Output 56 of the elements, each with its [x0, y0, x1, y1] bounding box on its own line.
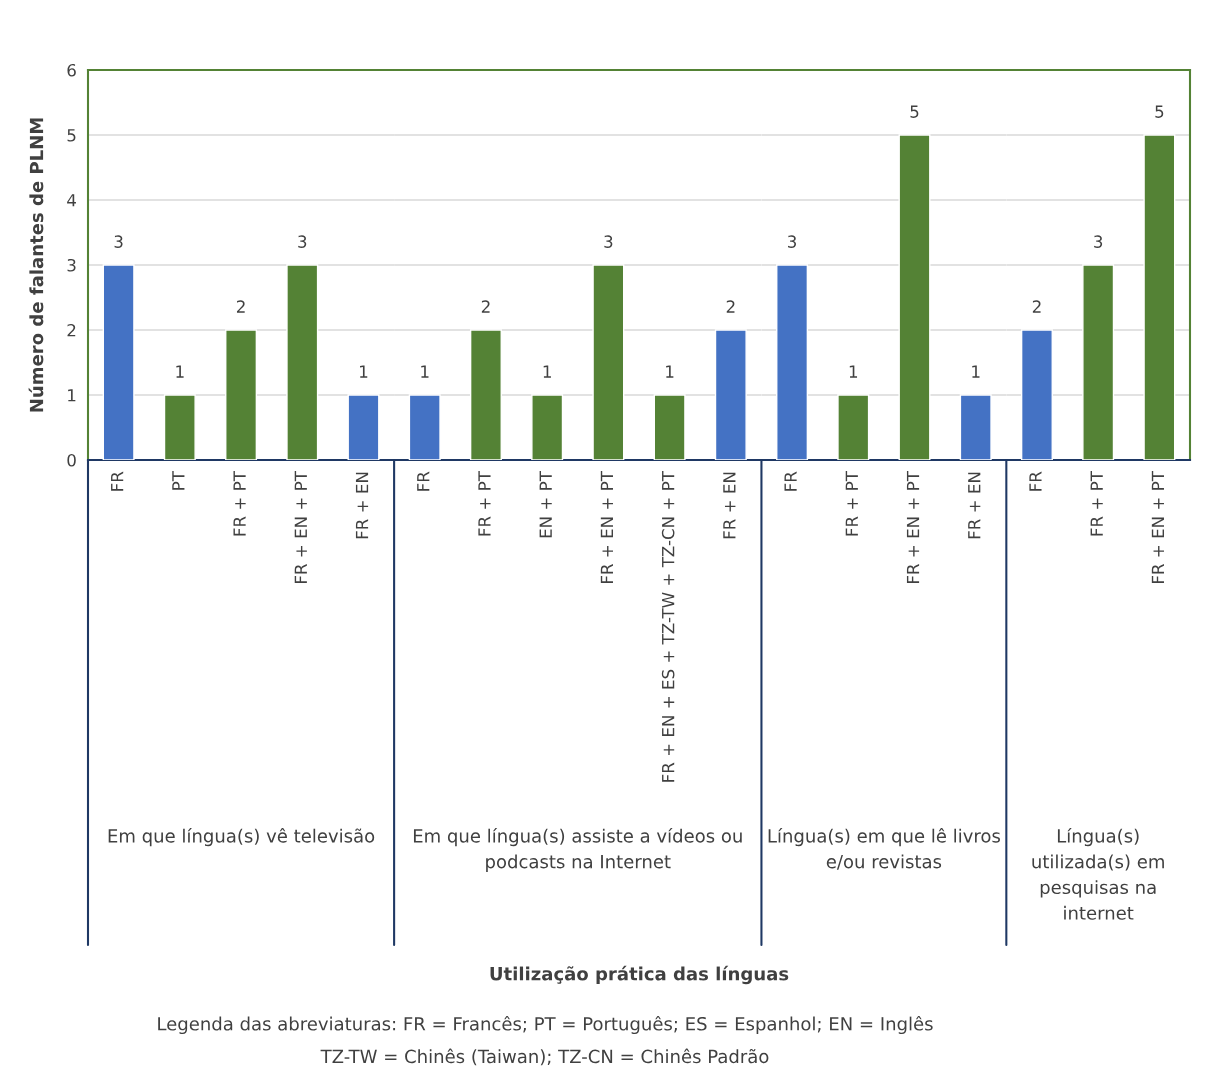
x-tick-label: FR + EN + PT [1151, 471, 1164, 583]
x-tick-label: FR + PT [845, 471, 858, 536]
data-label: 1 [176, 365, 184, 378]
x-axis-title: Em que língua(s) assiste a vídeos ou podcasts na Internet [413, 828, 742, 872]
x-tick-label: FR + PT [478, 471, 491, 536]
x-tick-label: FR + EN [355, 472, 369, 539]
text: TZ-TW = Chinês (Taiwan); TZ-CN = Chinês Padrão [320, 1048, 769, 1066]
data-label: 1 [972, 365, 980, 378]
x-axis-title: Língua(s) em que lê livros e/ou revistas [768, 828, 1000, 870]
data-label: 3 [604, 235, 613, 248]
x-tick-label: FR [1029, 471, 1042, 491]
x-tick-label: FR + EN [968, 472, 981, 539]
y-tick-label: 2 [67, 323, 76, 337]
data-label: 3 [1094, 235, 1103, 248]
y-tick-label: 0 [67, 453, 76, 467]
x-tick-label: PT [172, 471, 185, 490]
y-tick-label: 5 [67, 129, 76, 142]
data-label: 3 [114, 235, 123, 248]
x-tick-label: FR + EN [723, 472, 736, 539]
data-label: 1 [666, 365, 674, 378]
data-label: 1 [360, 365, 368, 378]
bar [286, 264, 319, 460]
data-label: 5 [910, 105, 919, 118]
data-label: 5 [1155, 105, 1164, 118]
x-tick-label: FR [417, 471, 430, 491]
y-tick-label: 6 [67, 63, 76, 77]
bar [163, 394, 196, 460]
x-tick-label: FR [111, 471, 124, 491]
y-tick-label: 4 [67, 194, 76, 207]
x-tick-label: FR [784, 471, 797, 491]
x-tick-label: FR + EN + PT [294, 471, 307, 583]
x-axis-title: Em que língua(s) vê televisão [108, 828, 375, 847]
data-label: 1 [421, 365, 429, 378]
text: Utilização prática das línguas [490, 965, 789, 985]
x-axis-title: Língua(s) utilizada(s) em pesquisas na internet [1032, 828, 1164, 920]
text: Legenda das abreviaturas: FR = Francês; PT = Português; ES = Espanhol; EN = Inglês [158, 1015, 933, 1035]
data-label: 2 [236, 300, 245, 313]
data-label: 3 [788, 235, 797, 248]
y-axis-title: Número de falantes de PLNM [28, 118, 44, 412]
x-tick-label: EN + PT [539, 471, 552, 538]
data-label: 2 [726, 300, 735, 313]
y-tick-label: 1 [68, 389, 76, 402]
bar [102, 264, 135, 460]
x-tick-label: FR + EN + PT [600, 471, 613, 583]
x-tick-label: FR + EN + PT [906, 471, 920, 583]
data-label: 2 [1032, 300, 1041, 313]
x-tick-label: FR + PT [1090, 471, 1103, 536]
data-label: 1 [543, 365, 551, 378]
bar [347, 394, 380, 460]
y-tick-label: 3 [67, 258, 76, 272]
x-tick-label: FR + PT [233, 471, 246, 536]
data-label: 3 [298, 235, 307, 248]
data-label: 2 [481, 300, 490, 313]
bar [225, 329, 258, 460]
x-tick-label: FR + EN + ES + TZ-TW + TZ-CN + PT [661, 471, 675, 782]
data-label: 1 [849, 365, 858, 378]
